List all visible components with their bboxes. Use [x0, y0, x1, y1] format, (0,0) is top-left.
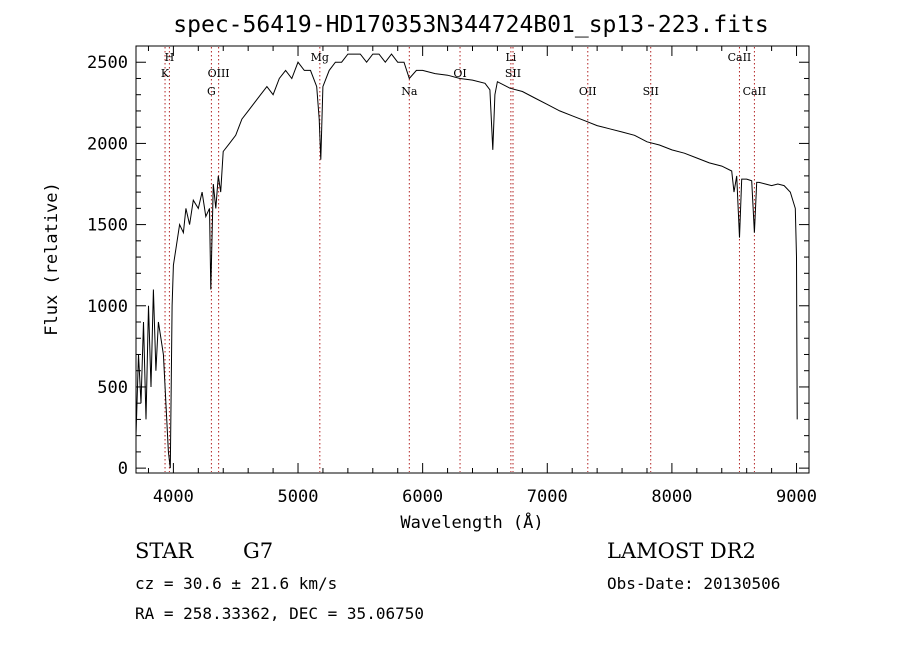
line-marker-label: OIII	[208, 67, 230, 80]
y-tick-label: 0	[118, 459, 128, 479]
redshift-readout: cz = 30.6 ± 21.6 km/s	[135, 574, 337, 593]
plot-frame	[135, 45, 810, 474]
line-marker-label: K	[161, 67, 170, 80]
line-marker-label: H	[165, 51, 175, 64]
coordinates-readout: RA = 258.33362, DEC = 35.06750	[135, 604, 424, 623]
spectral-subclass: G7	[243, 539, 273, 563]
line-marker-label: CaII	[728, 51, 752, 64]
line-marker-label: Mg	[311, 51, 329, 64]
x-axis-ticks: 4000 5000 6000 7000 8000 9000	[147, 46, 817, 507]
y-tick-label: 1000	[87, 297, 128, 317]
chart-title: spec-56419-HD170353N344724B01_sp13-223.f…	[173, 12, 768, 38]
x-tick-label: 7000	[527, 487, 568, 507]
spectral-line-markers: HK OIII G Mg Na OI Li SII OII SII CaII CaII	[161, 47, 766, 472]
line-marker-label: G	[207, 85, 216, 98]
x-tick-label: 5000	[278, 487, 319, 507]
object-type: STAR	[135, 539, 194, 563]
line-marker-label: OII	[579, 85, 597, 98]
y-axis-ticks: 0 500 1000 1500 2000 2500	[87, 53, 809, 479]
y-tick-label: 1500	[87, 216, 128, 236]
y-tick-label: 2500	[87, 53, 128, 73]
survey-name: LAMOST DR2	[607, 539, 756, 563]
line-marker-label: OI	[453, 67, 466, 80]
x-axis-label: Wavelength (Å)	[400, 511, 543, 533]
line-marker-label: Na	[401, 85, 418, 98]
line-marker-label: SII	[643, 85, 659, 98]
x-tick-label: 8000	[651, 487, 692, 507]
x-tick-label: 4000	[153, 487, 194, 507]
line-marker-label: SII	[505, 67, 521, 80]
y-axis-label: Flux (relative)	[42, 182, 62, 336]
line-marker-label: Li	[505, 51, 516, 64]
x-tick-label: 6000	[402, 487, 443, 507]
observation-date: Obs-Date: 20130506	[607, 574, 780, 593]
x-tick-label: 9000	[776, 487, 817, 507]
y-tick-label: 2000	[87, 134, 128, 154]
spectrum-series-line	[135, 53, 798, 469]
line-marker-label: CaII	[743, 85, 767, 98]
y-tick-label: 500	[97, 378, 128, 398]
